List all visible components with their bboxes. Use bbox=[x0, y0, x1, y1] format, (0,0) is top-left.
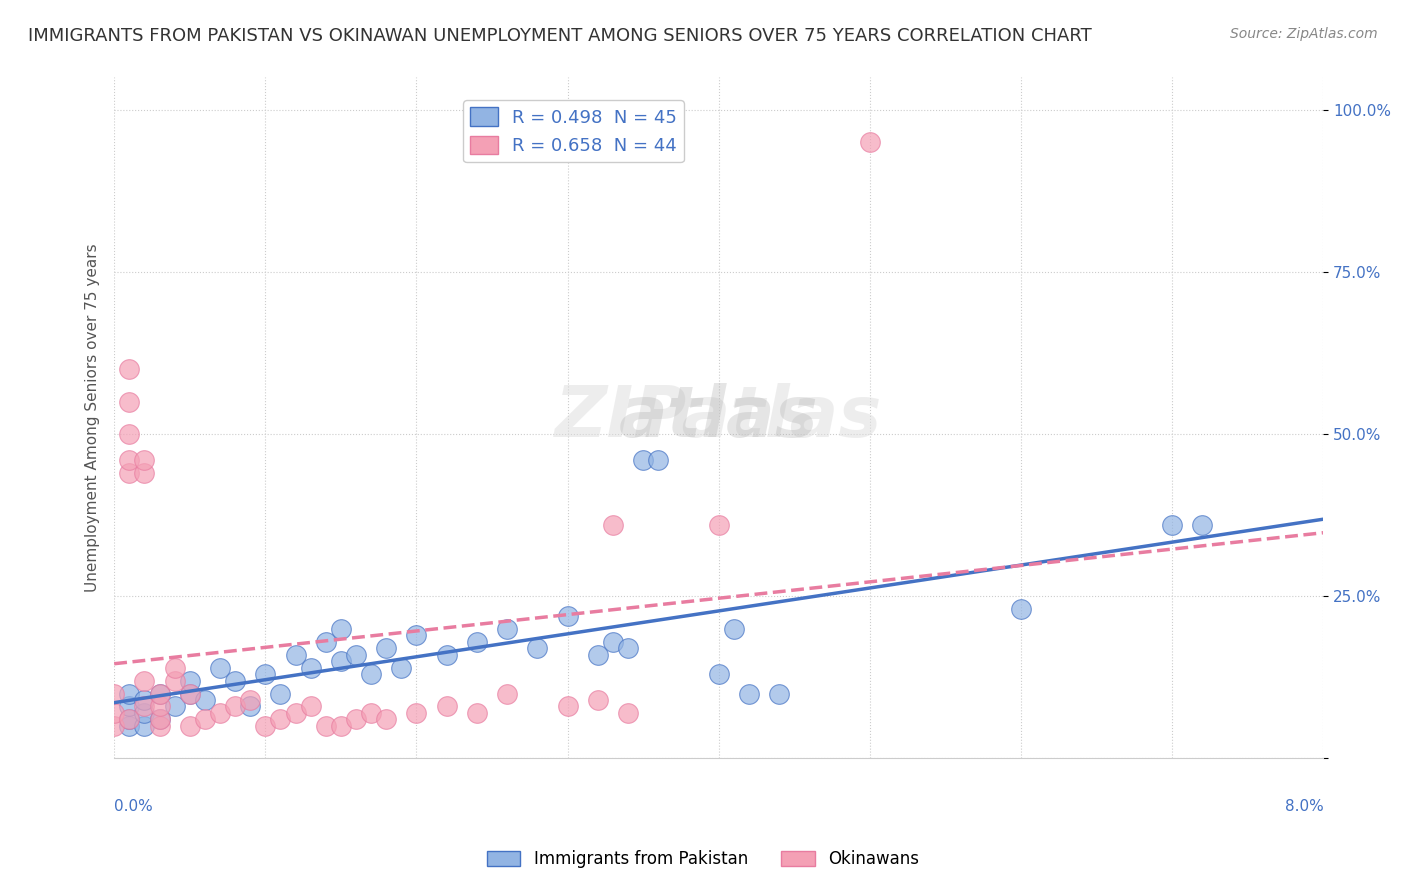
Point bbox=[617, 641, 640, 656]
Point bbox=[179, 719, 201, 733]
Point bbox=[134, 719, 156, 733]
Point bbox=[405, 706, 427, 720]
Point bbox=[148, 686, 170, 700]
Point bbox=[148, 686, 170, 700]
Point bbox=[329, 719, 352, 733]
Text: atlas: atlas bbox=[619, 384, 818, 452]
Point bbox=[375, 641, 398, 656]
Point bbox=[586, 648, 609, 662]
Text: 0.0%: 0.0% bbox=[114, 799, 153, 814]
Point bbox=[465, 706, 488, 720]
Point bbox=[103, 706, 125, 720]
Point bbox=[617, 706, 640, 720]
Point bbox=[118, 427, 141, 442]
Point bbox=[254, 719, 277, 733]
Point bbox=[738, 686, 761, 700]
Point bbox=[134, 453, 156, 467]
Point bbox=[134, 706, 156, 720]
Point bbox=[344, 713, 367, 727]
Point bbox=[436, 648, 458, 662]
Point bbox=[329, 622, 352, 636]
Point bbox=[118, 686, 141, 700]
Point bbox=[179, 686, 201, 700]
Point bbox=[602, 634, 624, 648]
Point bbox=[631, 453, 654, 467]
Point bbox=[723, 622, 745, 636]
Text: IMMIGRANTS FROM PAKISTAN VS OKINAWAN UNEMPLOYMENT AMONG SENIORS OVER 75 YEARS CO: IMMIGRANTS FROM PAKISTAN VS OKINAWAN UNE… bbox=[28, 27, 1092, 45]
Point bbox=[389, 660, 412, 674]
Point bbox=[163, 699, 186, 714]
Point bbox=[103, 686, 125, 700]
Point bbox=[707, 667, 730, 681]
Point bbox=[375, 713, 398, 727]
Point bbox=[148, 719, 170, 733]
Point bbox=[496, 622, 519, 636]
Point bbox=[557, 608, 579, 623]
Point bbox=[103, 719, 125, 733]
Point bbox=[299, 660, 322, 674]
Point bbox=[224, 699, 246, 714]
Point bbox=[557, 699, 579, 714]
Point bbox=[284, 706, 307, 720]
Point bbox=[208, 660, 231, 674]
Point bbox=[118, 713, 141, 727]
Point bbox=[148, 713, 170, 727]
Point bbox=[163, 673, 186, 688]
Point bbox=[118, 394, 141, 409]
Point bbox=[179, 686, 201, 700]
Point bbox=[134, 699, 156, 714]
Point bbox=[1191, 517, 1213, 532]
Point bbox=[134, 693, 156, 707]
Point bbox=[118, 453, 141, 467]
Point bbox=[148, 699, 170, 714]
Point bbox=[602, 517, 624, 532]
Text: Source: ZipAtlas.com: Source: ZipAtlas.com bbox=[1230, 27, 1378, 41]
Point bbox=[315, 634, 337, 648]
Point bbox=[118, 362, 141, 376]
Point bbox=[1161, 517, 1184, 532]
Point bbox=[284, 648, 307, 662]
Text: 8.0%: 8.0% bbox=[1285, 799, 1323, 814]
Point bbox=[526, 641, 548, 656]
Point bbox=[1010, 602, 1032, 616]
Point bbox=[269, 713, 291, 727]
Point bbox=[586, 693, 609, 707]
Point bbox=[707, 517, 730, 532]
Point bbox=[239, 693, 262, 707]
Point bbox=[118, 713, 141, 727]
Point bbox=[179, 673, 201, 688]
Point bbox=[768, 686, 790, 700]
Point bbox=[194, 693, 217, 707]
Point bbox=[148, 713, 170, 727]
Point bbox=[118, 699, 141, 714]
Text: ZIPatlas: ZIPatlas bbox=[555, 384, 883, 452]
Point bbox=[239, 699, 262, 714]
Point bbox=[647, 453, 669, 467]
Point bbox=[360, 706, 382, 720]
Point bbox=[224, 673, 246, 688]
Legend: R = 0.498  N = 45, R = 0.658  N = 44: R = 0.498 N = 45, R = 0.658 N = 44 bbox=[463, 100, 685, 162]
Point bbox=[360, 667, 382, 681]
Point bbox=[859, 136, 882, 150]
Point bbox=[208, 706, 231, 720]
Y-axis label: Unemployment Among Seniors over 75 years: Unemployment Among Seniors over 75 years bbox=[86, 244, 100, 592]
Point bbox=[344, 648, 367, 662]
Point bbox=[496, 686, 519, 700]
Point bbox=[134, 673, 156, 688]
Legend: Immigrants from Pakistan, Okinawans: Immigrants from Pakistan, Okinawans bbox=[481, 844, 925, 875]
Point bbox=[254, 667, 277, 681]
Point bbox=[315, 719, 337, 733]
Point bbox=[118, 719, 141, 733]
Point bbox=[118, 466, 141, 480]
Point bbox=[299, 699, 322, 714]
Point bbox=[134, 466, 156, 480]
Point bbox=[269, 686, 291, 700]
Point bbox=[405, 628, 427, 642]
Point bbox=[329, 654, 352, 668]
Point bbox=[436, 699, 458, 714]
Point bbox=[163, 660, 186, 674]
Point bbox=[194, 713, 217, 727]
Point bbox=[465, 634, 488, 648]
